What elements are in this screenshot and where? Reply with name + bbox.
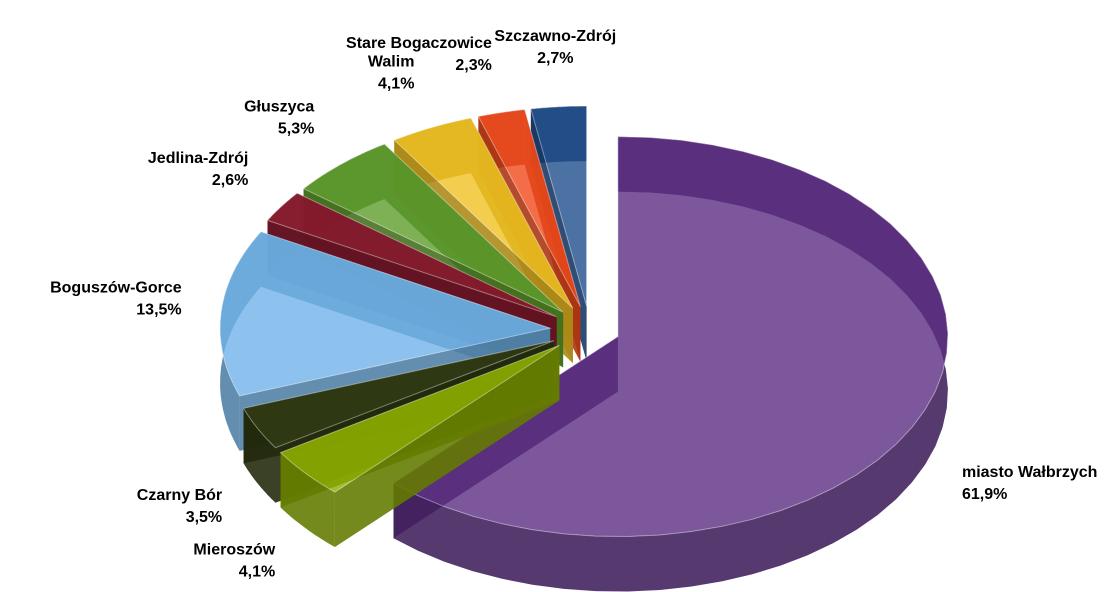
slice-label: Szczawno-Zdrój <box>494 28 616 45</box>
slice-value-label: 3,5% <box>186 509 222 526</box>
slice-value-label: 5,3% <box>278 121 314 138</box>
slice-value-label: 2,6% <box>212 172 248 189</box>
slice-side <box>243 408 276 503</box>
slice-top <box>219 231 552 397</box>
slice-top <box>392 136 949 538</box>
slice-label: Stare Bogaczowice <box>346 35 492 52</box>
slice-shade <box>243 408 276 503</box>
slice-label: miasto Wałbrzych <box>962 464 1097 481</box>
slice-side <box>393 136 948 592</box>
slice-label: Mieroszów <box>193 542 275 559</box>
slice-label: Boguszów-Gorce <box>50 280 182 297</box>
slice-label: Walim <box>368 54 415 71</box>
slice-side <box>243 340 555 464</box>
slice-value-label: 2,7% <box>537 50 573 67</box>
slice-label: Głuszyca <box>244 99 314 116</box>
slice-shade <box>393 136 948 592</box>
slice-value-label: 4,1% <box>239 564 275 581</box>
slice-shade <box>243 340 555 464</box>
slice-top <box>242 340 555 449</box>
slice-value-label: 4,1% <box>378 76 414 93</box>
slice-top <box>530 105 588 307</box>
slice-label: Jedlina-Zdrój <box>148 150 248 167</box>
slice-side <box>280 452 335 547</box>
slice-value-label: 13,5% <box>136 302 181 319</box>
slice <box>392 136 949 592</box>
slice-shade <box>280 452 335 547</box>
slice-value-label: 2,3% <box>455 57 491 74</box>
slice-label: Czarny Bór <box>137 487 222 504</box>
slice-top <box>302 143 564 313</box>
slice-value-label: 61,9% <box>962 486 1007 503</box>
slice <box>279 344 560 547</box>
slice-top <box>477 109 581 307</box>
slice-top <box>279 344 560 493</box>
slice-top <box>266 192 557 318</box>
slice-top <box>393 117 574 309</box>
